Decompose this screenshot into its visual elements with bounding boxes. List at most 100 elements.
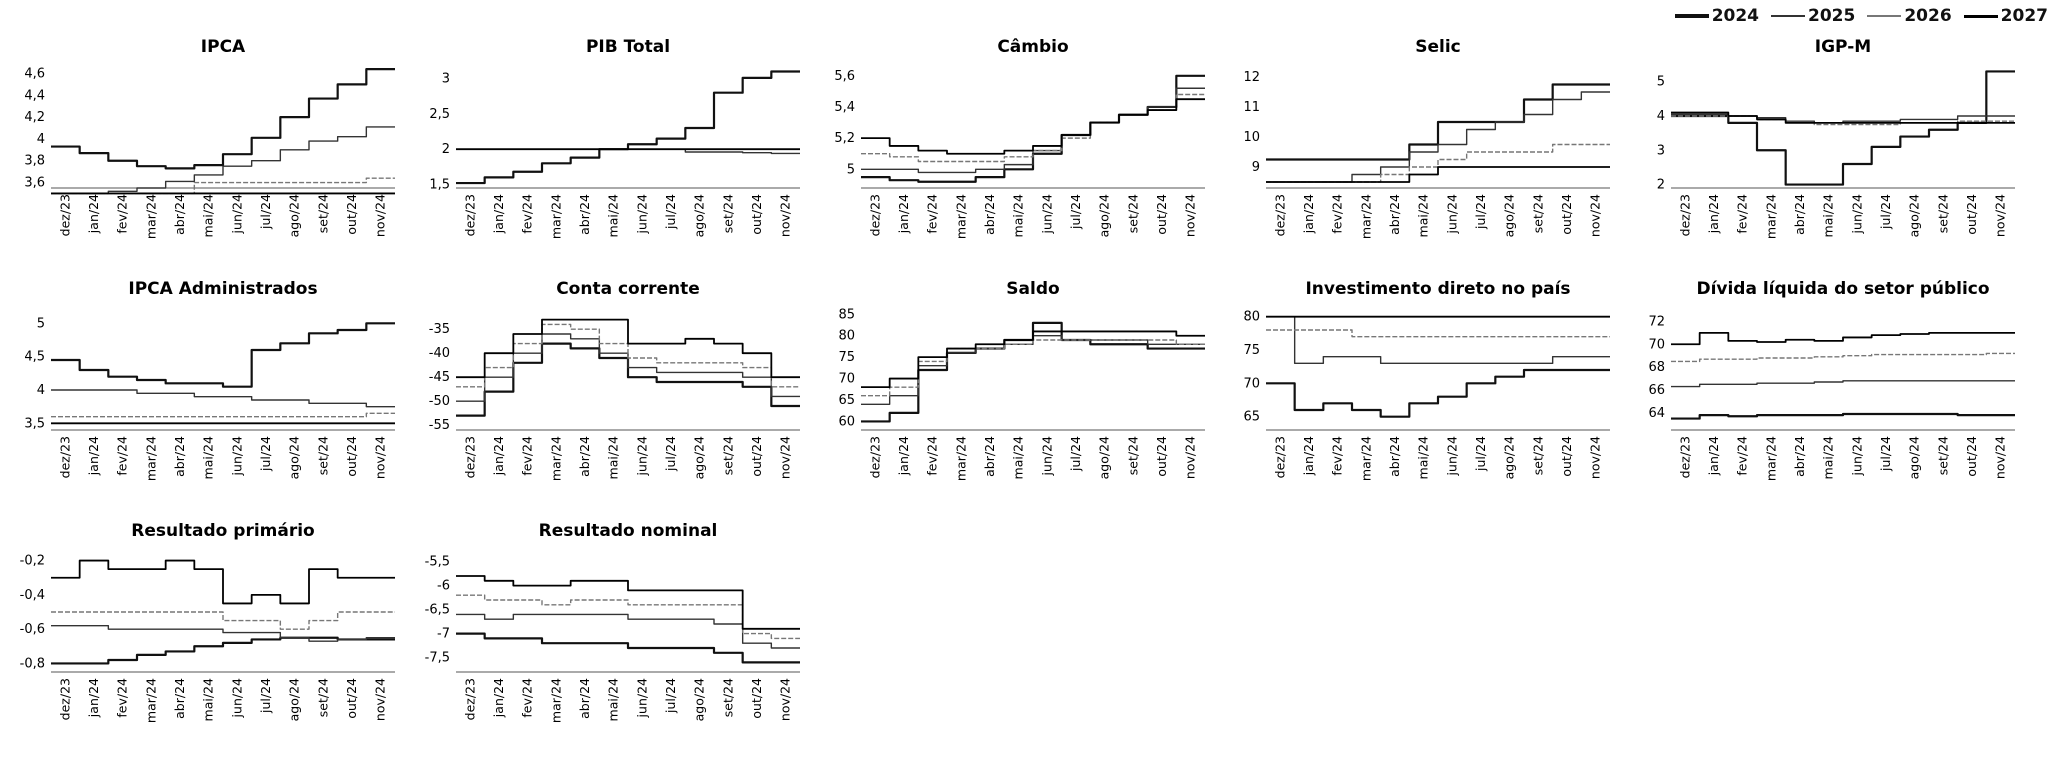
- series-line-2024: [456, 632, 800, 664]
- x-tick-label: dez/23: [57, 678, 72, 720]
- chart-panel: Dívida líquida do setor público 64 66 68 70 7…: [1625, 270, 2025, 515]
- x-tick-label: mai/24: [606, 678, 621, 721]
- x-tick-label: jun/24: [229, 436, 244, 476]
- y-tick-label: 4,2: [24, 110, 45, 125]
- x-tick-label: jul/24: [1068, 436, 1083, 472]
- x-tick-label: nov/24: [1183, 436, 1198, 479]
- y-tick-label: -6,5: [425, 603, 450, 618]
- chart-svg: IPCA 3,6 3,8 4 4,2 4,4 4,6 dez/23 jan/24 fev/24 ma…: [24, 37, 395, 239]
- x-tick-label: jan/24: [1706, 194, 1721, 234]
- series-line-2026: [456, 594, 800, 640]
- x-tick-label: fev/24: [520, 436, 535, 476]
- x-tick-label: jun/24: [634, 194, 649, 234]
- y-tick-label: 68: [1648, 360, 1665, 375]
- series-line-2026: [456, 323, 800, 388]
- x-tick-label: nov/24: [373, 436, 388, 479]
- chart-svg: Câmbio 5 5,2 5,4 5,6 dez/23 jan/24 fev/24 mar/24…: [834, 37, 1205, 239]
- y-tick-label: 3: [442, 72, 450, 87]
- y-tick-label: 4,5: [24, 350, 45, 365]
- x-tick-label: set/24: [720, 194, 735, 233]
- x-tick-label: set/24: [720, 678, 735, 717]
- legend-item-2026: 2026: [1867, 6, 1952, 26]
- x-tick-label: out/24: [749, 436, 764, 477]
- x-tick-label: fev/24: [115, 194, 130, 234]
- y-tick-label: 64: [1648, 406, 1665, 421]
- y-tick-label: -0,8: [20, 656, 45, 671]
- x-tick-label: ago/24: [692, 436, 707, 479]
- x-tick-label: abr/24: [577, 436, 592, 477]
- series-line-2025: [51, 389, 395, 408]
- x-tick-label: jul/24: [663, 436, 678, 472]
- series-line-2026: [51, 177, 395, 195]
- x-tick-label: mar/24: [548, 436, 563, 481]
- y-tick-label: 12: [1243, 70, 1260, 85]
- y-tick-label: -7,5: [425, 651, 450, 666]
- x-tick-label: jun/24: [1039, 194, 1054, 234]
- x-tick-label: mar/24: [548, 194, 563, 239]
- chart-panel: IPCA Administrados 3,5 4 4,5 5 dez/23 jan/24 fe…: [5, 270, 405, 515]
- x-tick-label: dez/23: [1677, 194, 1692, 236]
- y-tick-label: 85: [838, 307, 855, 322]
- chart-svg: Selic 9 10 11 12 dez/23 jan/24 fev/24 mar/24 abr/…: [1243, 37, 1610, 239]
- x-tick-label: jan/24: [86, 194, 101, 234]
- x-tick-label: mar/24: [548, 678, 563, 723]
- x-tick-label: ago/24: [692, 194, 707, 237]
- x-tick-label: nov/24: [1993, 194, 2008, 237]
- chart-title: IGP-M: [1815, 37, 1871, 57]
- x-tick-label: abr/24: [1792, 436, 1807, 477]
- x-tick-label: jan/24: [1301, 194, 1316, 234]
- chart-panel: Saldo 60 65 70 75 80 85 dez/23 jan/24 fev/24 mar/2…: [815, 270, 1215, 515]
- x-tick-label: nov/24: [373, 678, 388, 721]
- y-tick-label: 70: [1648, 337, 1665, 352]
- series-line-2025: [861, 87, 1205, 174]
- legend-label: 2024: [1711, 6, 1760, 26]
- x-tick-label: fev/24: [115, 436, 130, 476]
- x-tick-label: abr/24: [1387, 194, 1402, 235]
- x-tick-label: ago/24: [692, 678, 707, 721]
- x-tick-label: dez/23: [867, 436, 882, 478]
- x-tick-label: mai/24: [201, 194, 216, 237]
- series-line-2024: [1266, 368, 1610, 418]
- y-tick-label: -45: [429, 370, 450, 385]
- x-tick-label: out/24: [1559, 194, 1574, 235]
- series-line-2027: [861, 98, 1205, 155]
- x-tick-label: set/24: [1530, 194, 1545, 233]
- x-tick-label: mai/24: [201, 678, 216, 721]
- x-tick-label: mai/24: [1416, 436, 1431, 479]
- series-line-2024: [1671, 70, 2015, 186]
- x-tick-label: jul/24: [663, 194, 678, 230]
- x-tick-label: mar/24: [1358, 194, 1373, 239]
- y-tick-label: 80: [1243, 310, 1260, 325]
- x-tick-label: ago/24: [287, 436, 302, 479]
- legend-swatch: [1674, 14, 1709, 18]
- x-tick-label: mai/24: [1821, 194, 1836, 237]
- series-line-2027: [456, 318, 800, 379]
- chart-title: Resultado nominal: [539, 521, 718, 541]
- series-line-2027: [1671, 331, 2015, 346]
- x-tick-label: dez/23: [1272, 194, 1287, 236]
- x-tick-label: jan/24: [491, 194, 506, 234]
- x-tick-label: abr/24: [982, 194, 997, 235]
- y-tick-label: 75: [1243, 343, 1260, 358]
- x-tick-label: mar/24: [143, 194, 158, 239]
- x-tick-label: jan/24: [1301, 436, 1316, 476]
- x-tick-label: out/24: [1964, 194, 1979, 235]
- x-tick-label: ago/24: [287, 678, 302, 721]
- x-tick-label: nov/24: [373, 194, 388, 237]
- x-tick-label: mai/24: [201, 436, 216, 479]
- x-tick-label: abr/24: [577, 678, 592, 719]
- y-tick-label: -55: [429, 418, 450, 433]
- legend-swatch: [1867, 15, 1902, 17]
- y-tick-label: -5,5: [425, 555, 450, 570]
- series-line-2027: [1671, 111, 2015, 124]
- y-tick-label: 5,2: [834, 131, 855, 146]
- y-tick-label: -6: [437, 579, 450, 594]
- chart-svg: IPCA Administrados 3,5 4 4,5 5 dez/23 jan/24 fe…: [24, 279, 395, 481]
- y-tick-label: 5: [847, 162, 855, 177]
- chart-title: Selic: [1415, 37, 1461, 57]
- legend-item-2024: 2024: [1674, 6, 1760, 26]
- x-tick-label: dez/23: [1272, 436, 1287, 478]
- x-tick-label: fev/24: [520, 194, 535, 234]
- x-tick-label: jun/24: [1444, 194, 1459, 234]
- chart-title: IPCA Administrados: [128, 279, 317, 299]
